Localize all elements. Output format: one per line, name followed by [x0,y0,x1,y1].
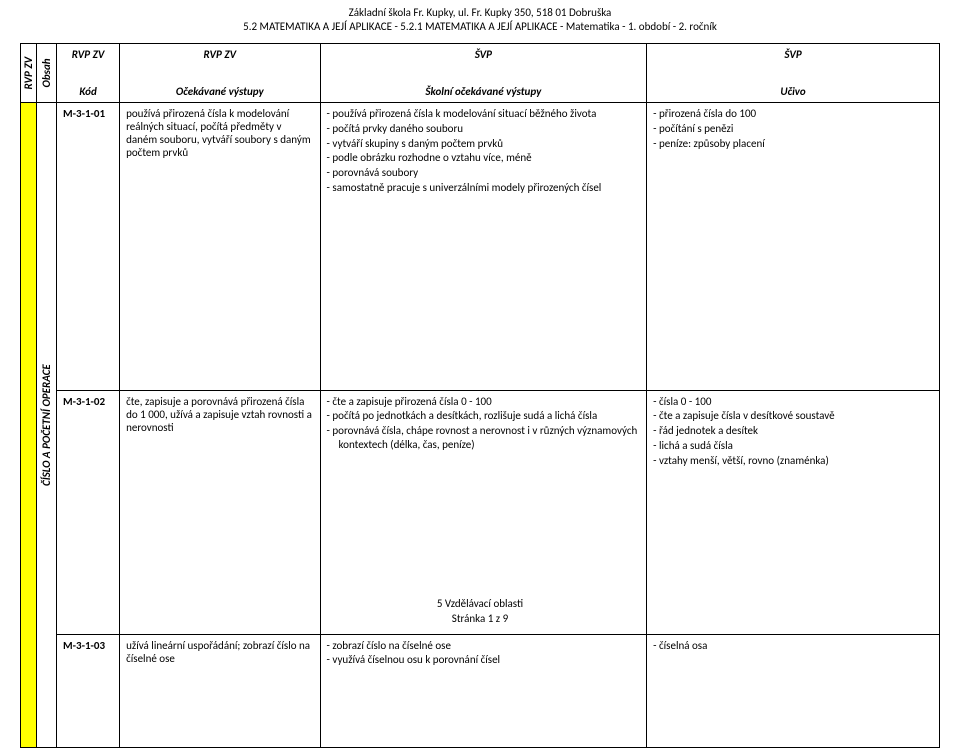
obsah-vert-label: Obsah [37,44,56,103]
kod-cell: M-3-1-03 [57,634,120,748]
section-label-cell: ČÍSLO A POČETNÍ OPERACE [36,103,56,748]
page-header: Základní škola Fr. Kupky, ul. Fr. Kupky … [0,0,960,37]
list-item: používá přirozená čísla k modelování sit… [339,107,641,121]
section-label: ČÍSLO A POČETNÍ OPERACE [43,107,50,743]
list-item: lichá a sudá čísla [665,439,933,453]
list-item: peníze: způsoby placení [665,137,933,151]
list-item: vytváří skupiny s daným počtem prvků [339,137,641,151]
ocek-cell: užívá lineární uspořádání; zobrazí číslo… [120,634,320,748]
ucivo-list: číselná osa [653,639,933,653]
col-header-rvp-vert: RVP ZV [21,43,37,103]
list-item: počítání s penězi [665,122,933,136]
list-item: vztahy menší, větší, rovno (znaménka) [665,454,933,468]
ucivo-list: čísla 0 - 100 čte a zapisuje čísla v des… [653,395,933,468]
list-item: čte a zapisuje přirozená čísla 0 - 100 [339,395,641,409]
rvp-zv-vert-label: RVP ZV [21,44,36,103]
table-row: M-3-1-03 užívá lineární uspořádání; zobr… [21,634,940,748]
list-item: podle obrázku rozhodne o vztahu více, mé… [339,151,641,165]
list-item: počítá prvky daného souboru [339,122,641,136]
kod-cell: M-3-1-01 [57,103,120,390]
svp-out-cell: zobrazí číslo na číselné ose využívá čís… [320,634,647,748]
header-line-1: Základní škola Fr. Kupky, ul. Fr. Kupky … [0,6,960,20]
header-line-2: 5.2 MATEMATIKA A JEJÍ APLIKACE - 5.2.1 M… [0,20,960,34]
list-item: porovnává čísla, chápe rovnost a nerovno… [339,424,641,452]
svp-out-list: používá přirozená čísla k modelování sit… [327,107,641,195]
ucivo-cell: číselná osa [647,634,940,748]
list-item: řád jednotek a desítek [665,424,933,438]
list-item: čte a zapisuje čísla v desítkové soustav… [665,409,933,423]
col-header-svp2-top: ŠVP [647,43,940,81]
col-header-ocek: Očekávané výstupy [120,81,320,103]
ocek-cell: používá přirozená čísla k modelování reá… [120,103,320,390]
table-row: ČÍSLO A POČETNÍ OPERACE M-3-1-01 používá… [21,103,940,390]
curriculum-table: RVP ZV Obsah RVP ZV RVP ZV ŠVP ŠVP Kód O… [20,43,940,748]
list-item: číselná osa [665,639,933,653]
col-header-ucivo: Učivo [647,81,940,103]
col-header-svp-out: Školní očekávané výstupy [320,81,647,103]
col-header-kod: Kód [57,81,120,103]
svp-out-list: zobrazí číslo na číselné ose využívá čís… [327,639,641,668]
list-item: zobrazí číslo na číselné ose [339,639,641,653]
page-footer: 5 Vzdělávací oblasti Stránka 1 z 9 [0,597,960,626]
footer-line-1: 5 Vzdělávací oblasti [0,597,960,611]
list-item: samostatně pracuje s univerzálními model… [339,181,641,195]
ucivo-cell: přirozená čísla do 100 počítání s penězi… [647,103,940,390]
svp-out-list: čte a zapisuje přirozená čísla 0 - 100 p… [327,395,641,452]
list-item: čísla 0 - 100 [665,395,933,409]
list-item: počítá po jednotkách a desítkách, rozliš… [339,409,641,423]
col-header-obsah-vert: Obsah [36,43,56,103]
list-item: porovnává soubory [339,166,641,180]
col-header-rvp1-top: RVP ZV [57,43,120,81]
col-header-svp1-top: ŠVP [320,43,647,81]
list-item: přirozená čísla do 100 [665,107,933,121]
section-color-bar [21,103,37,748]
svp-out-cell: používá přirozená čísla k modelování sit… [320,103,647,390]
ucivo-list: přirozená čísla do 100 počítání s penězi… [653,107,933,150]
col-header-rvp2-top: RVP ZV [120,43,320,81]
footer-line-2: Stránka 1 z 9 [0,612,960,626]
list-item: využívá číselnou osu k porovnání čísel [339,653,641,667]
